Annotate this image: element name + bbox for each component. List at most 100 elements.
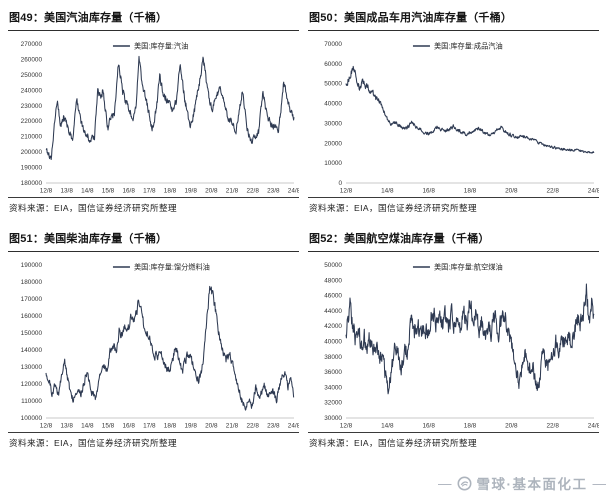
figure-panel-51: 图51：美国柴油库存量（千桶） 190000 180000 170000 160000… (8, 227, 299, 450)
x-axis-label: 23/8 (267, 423, 280, 430)
xueqiu-watermark: — 雪球·基本面化工 — (438, 473, 606, 493)
y-axis-label: 150000 (21, 330, 43, 337)
y-axis-label: 110000 (21, 398, 42, 405)
line-chart-jet-fuel: 50000 48000 46000 44000 42000 40000 38000 36000… (324, 262, 599, 430)
x-axis-label: 12/8 (340, 423, 353, 430)
y-axis-label: 30000 (324, 120, 342, 127)
y-axis-label: 240000 (21, 87, 43, 94)
y-axis-label: 180000 (21, 180, 43, 187)
y-axis-label: 46000 (324, 293, 342, 300)
x-axis-label: 17/8 (143, 188, 156, 195)
legend-label: 美国:库存量:汽油 (134, 42, 188, 51)
x-axis-label: 12/8 (40, 188, 53, 195)
x-axis-label: 21/8 (226, 423, 239, 430)
figure-title: 图51：美国柴油库存量（千桶） (9, 233, 168, 245)
x-axis-label: 18/8 (164, 188, 177, 195)
title-rule (8, 30, 299, 31)
figure-panel-52: 图52：美国航空煤油库存量（千桶） 50000 48000 46000 44000 42… (308, 227, 599, 450)
x-axis-label: 12/8 (40, 423, 53, 430)
figure-title: 图50：美国成品车用汽油库存量（千桶） (309, 12, 513, 24)
x-axis-label: 23/8 (267, 188, 280, 195)
y-axis-label: 40000 (324, 101, 342, 108)
data-series-line (45, 285, 295, 411)
x-axis-label: 19/8 (184, 188, 197, 195)
x-axis-label: 24/8 (588, 423, 599, 430)
x-axis-label: 20/8 (505, 188, 518, 195)
source-note: 资料来源：EIA，国信证券经济研究所整理 (309, 203, 477, 213)
x-axis-label: 18/8 (464, 423, 477, 430)
y-axis-label: 140000 (21, 347, 43, 354)
y-axis-label: 230000 (21, 103, 43, 110)
y-axis-label: 36000 (324, 369, 342, 376)
y-axis-label: 70000 (324, 41, 342, 48)
x-axis-label: 20/8 (205, 423, 218, 430)
xueqiu-snowball-icon (457, 476, 471, 490)
data-series-line (345, 65, 595, 154)
x-axis-label: 14/8 (381, 423, 394, 430)
source-rule (308, 197, 599, 198)
y-axis-label: 210000 (21, 134, 43, 141)
legend-label: 美国:库存量:成品汽油 (434, 42, 503, 51)
y-axis-label: 190000 (21, 262, 43, 269)
y-axis-label: 30000 (324, 415, 342, 422)
y-axis-label: 160000 (21, 313, 43, 320)
figure-panel-50: 图50：美国成品车用汽油库存量（千桶） 70000 60000 50000 40000… (308, 6, 599, 215)
figure-title: 图49：美国汽油库存量（千桶） (9, 12, 168, 24)
data-series-line (45, 55, 295, 161)
source-note: 资料来源：EIA，国信证券经济研究所整理 (9, 203, 177, 213)
x-axis-label: 24/8 (288, 423, 299, 430)
source-note: 资料来源：EIA，国信证券经济研究所整理 (9, 438, 177, 448)
x-axis-label: 19/8 (184, 423, 197, 430)
source-rule (308, 432, 599, 433)
y-axis-label: 180000 (21, 279, 43, 286)
source-note: 资料来源：EIA，国信证券经济研究所整理 (309, 438, 477, 448)
x-axis-label: 16/8 (122, 188, 135, 195)
x-axis-label: 24/8 (588, 188, 599, 195)
x-axis-label: 20/8 (205, 188, 218, 195)
y-axis-label: 42000 (324, 323, 342, 330)
x-axis-label: 12/8 (340, 188, 353, 195)
x-axis-label: 16/8 (422, 188, 435, 195)
y-axis-label: 10000 (324, 160, 342, 167)
title-rule (8, 251, 299, 252)
y-axis-label: 0 (338, 180, 342, 187)
y-axis-label: 250000 (21, 72, 43, 79)
y-axis-label: 190000 (21, 165, 43, 172)
legend-label: 美国:库存量:馏分燃料油 (134, 263, 210, 272)
x-axis-label: 17/8 (143, 423, 156, 430)
y-axis-label: 44000 (324, 308, 342, 315)
x-axis-label: 16/8 (422, 423, 435, 430)
watermark-dash-left: — (438, 475, 452, 491)
x-axis-label: 16/8 (122, 423, 135, 430)
x-axis-label: 13/8 (60, 423, 73, 430)
y-axis-label: 38000 (324, 354, 342, 361)
y-axis-label: 260000 (21, 56, 43, 63)
legend-label: 美国:库存量:航空煤油 (434, 263, 503, 272)
x-axis-label: 22/8 (546, 188, 559, 195)
y-axis-label: 170000 (21, 296, 43, 303)
figure-panel-49: 图49：美国汽油库存量（千桶） 270000 260000 250000 240000… (8, 6, 299, 215)
x-axis-label: 18/8 (164, 423, 177, 430)
x-axis-label: 24/8 (288, 188, 299, 195)
watermark-dash-right: — (592, 475, 607, 491)
chart-area: 190000 180000 170000 160000 150000 140000 1300… (8, 252, 299, 431)
title-rule (308, 30, 599, 31)
source-rule (8, 197, 299, 198)
y-axis-label: 120000 (21, 381, 43, 388)
chart-area: 270000 260000 250000 240000 230000 220000 2100… (8, 31, 299, 196)
x-axis-label: 13/8 (60, 188, 73, 195)
x-axis-label: 14/8 (81, 188, 94, 195)
data-series-line (345, 283, 595, 395)
y-axis-label: 20000 (324, 140, 342, 147)
y-axis-label: 130000 (21, 364, 43, 371)
x-axis-label: 20/8 (505, 423, 518, 430)
line-chart-gasoline: 270000 260000 250000 240000 230000 220000 2100… (21, 41, 299, 195)
x-axis-label: 18/8 (464, 188, 477, 195)
x-axis-label: 22/8 (246, 423, 259, 430)
y-axis-label: 48000 (324, 277, 342, 284)
source-rule (8, 432, 299, 433)
y-axis-label: 40000 (324, 339, 342, 346)
chart-area: 50000 48000 46000 44000 42000 40000 38000 36000… (308, 252, 599, 431)
x-axis-label: 22/8 (546, 423, 559, 430)
